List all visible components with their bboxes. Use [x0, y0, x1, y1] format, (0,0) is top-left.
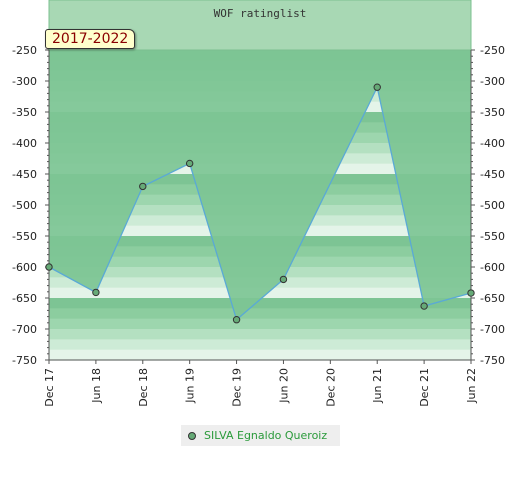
legend-marker-icon	[188, 431, 196, 440]
y-tick-label-right: -250	[480, 44, 505, 57]
series-line	[45, 83, 475, 324]
y-tick-label-right: -750	[480, 354, 505, 367]
period-badge: 2017-2022	[45, 29, 136, 49]
area-above-line	[49, 50, 471, 320]
data-point	[420, 302, 428, 310]
axes	[45, 49, 475, 364]
background-band	[49, 329, 471, 340]
data-point	[92, 288, 100, 297]
y-tick-label-left: -400	[12, 137, 37, 150]
x-tick-label: Jun 20	[277, 368, 290, 404]
data-point	[467, 289, 475, 297]
y-tick-label-right: -400	[480, 137, 505, 150]
chart-title: WOF ratinglist	[214, 7, 307, 20]
y-tick-label-left: -350	[12, 106, 37, 119]
y-tick-label-right: -350	[480, 106, 505, 119]
background-band	[49, 349, 471, 361]
data-point	[185, 159, 194, 168]
data-point	[279, 275, 288, 284]
background-band	[49, 308, 471, 320]
legend-label: SILVA Egnaldo Queroiz	[204, 429, 328, 442]
x-tick-label: Dec 20	[324, 368, 337, 407]
x-tick-label: Dec 18	[137, 368, 150, 407]
y-tick-label-left: -450	[12, 168, 37, 181]
y-tick-label-right: -450	[480, 168, 505, 181]
y-tick-label-left: -500	[12, 199, 37, 212]
y-axis-left-ticks: -250 -300 -350 -400 -450 -500 -550 -600 -650 -700…	[12, 44, 37, 367]
x-tick-label: Jun 21	[371, 368, 384, 404]
background-band	[49, 339, 471, 351]
y-tick-label-left: -600	[12, 261, 37, 274]
legend[interactable]: SILVA Egnaldo Queroiz	[181, 425, 340, 446]
y-tick-label-right: -600	[480, 261, 505, 274]
y-tick-label-right: -300	[480, 75, 505, 88]
background-band	[49, 298, 471, 309]
y-tick-label-left: -300	[12, 75, 37, 88]
x-tick-label: Dec 17	[43, 368, 56, 407]
data-point	[139, 182, 147, 191]
x-tick-label: Jun 22	[465, 368, 478, 404]
y-tick-label-right: -650	[480, 292, 505, 305]
x-tick-label: Dec 21	[418, 368, 431, 407]
area-fill	[49, 50, 471, 320]
y-tick-label-right: -700	[480, 323, 505, 336]
x-tick-label: Dec 19	[231, 368, 244, 407]
y-tick-label-right: -500	[480, 199, 505, 212]
data-point	[45, 263, 53, 271]
y-tick-label-left: -700	[12, 323, 37, 336]
data-point	[232, 316, 241, 324]
y-tick-label-left: -250	[12, 44, 37, 57]
data-point	[373, 83, 381, 91]
x-tick-label: Jun 19	[184, 368, 197, 404]
y-tick-label-left: -750	[12, 354, 37, 367]
y-tick-label-left: -650	[12, 292, 37, 305]
y-tick-label-right: -550	[480, 230, 505, 243]
x-axis-ticks: Dec 17 Jun 18 Dec 18 Jun 19 Dec 19 Jun 20 Dec …	[43, 368, 478, 407]
background-band	[49, 318, 471, 330]
y-axis-right-ticks: -250 -300 -350 -400 -450 -500 -550 -600 -650 -700…	[480, 44, 505, 367]
x-tick-label: Jun 18	[90, 368, 103, 404]
y-tick-label-left: -550	[12, 230, 37, 243]
